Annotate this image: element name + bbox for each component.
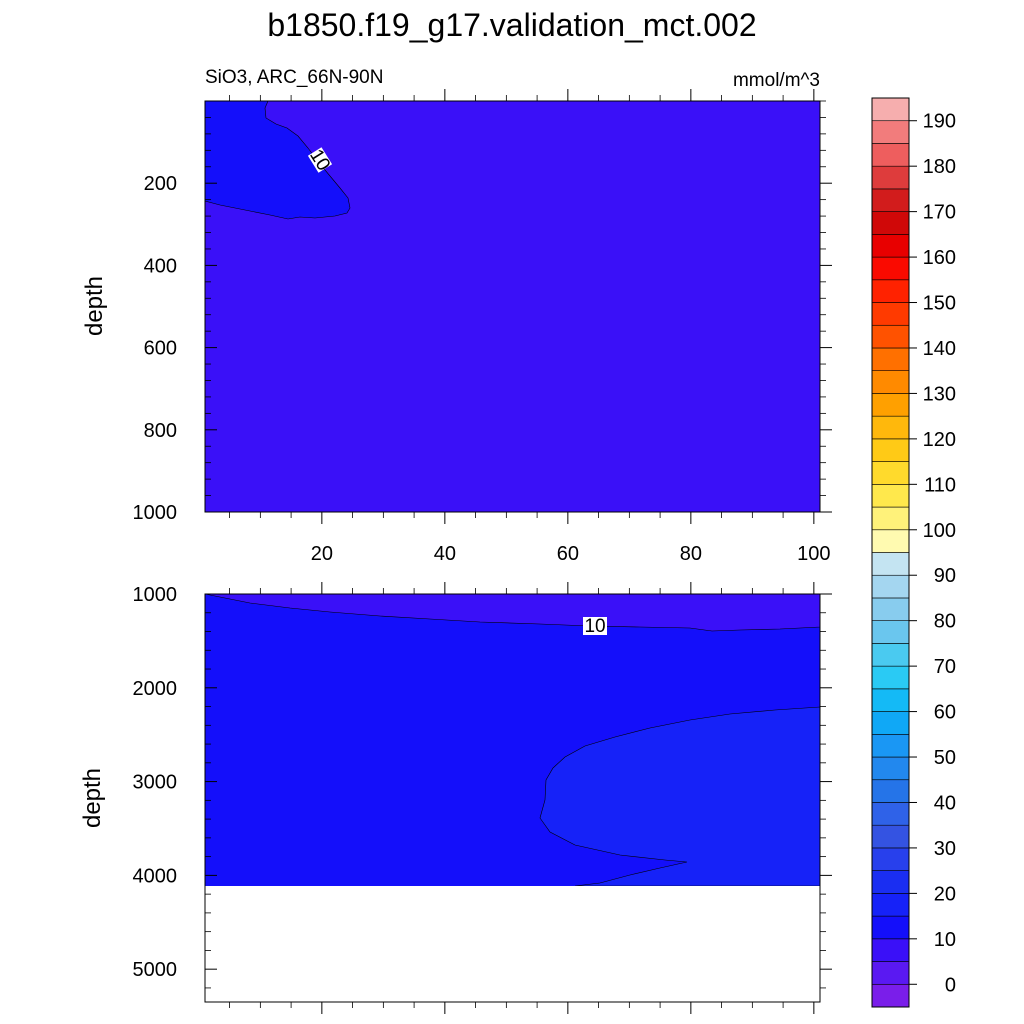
colorbar-swatch — [871, 256, 910, 281]
colorbar-swatch — [871, 961, 910, 985]
lower-y-axis-label: depth — [79, 768, 106, 828]
colorbar-tick-label: 50 — [934, 747, 956, 769]
colorbar-tick-label: 130 — [923, 383, 956, 405]
colorbar-swatch — [871, 620, 910, 644]
colorbar-swatch — [871, 347, 910, 372]
colorbar-swatch — [871, 234, 910, 258]
colorbar-frame — [871, 97, 910, 1008]
colorbar-tick-label: 160 — [923, 247, 956, 269]
colorbar-tick-label: 190 — [923, 111, 956, 133]
colorbar-swatch — [871, 393, 910, 417]
colorbar-swatch — [871, 847, 910, 871]
colorbar-swatch — [871, 506, 910, 531]
upper-panel-frame — [204, 100, 821, 513]
colorbar-swatch — [871, 802, 910, 826]
x-tick-label: 80 — [680, 543, 702, 565]
colorbar-swatch — [871, 756, 910, 781]
colorbar-tick-label: 20 — [934, 883, 956, 905]
colorbar-swatch — [871, 983, 910, 1008]
upper-contour-region-10 — [204, 100, 351, 220]
colorbar-swatch — [871, 120, 910, 144]
colorbar-tick-label: 180 — [923, 156, 956, 178]
y-tick-label: 5000 — [133, 959, 178, 981]
x-tick-label: 60 — [557, 543, 579, 565]
colorbar-swatch — [871, 97, 910, 122]
colorbar-swatch — [871, 643, 910, 667]
colorbar-tick-label: 120 — [923, 429, 956, 451]
colorbar-swatch — [871, 552, 910, 576]
colorbar-tick-label: 140 — [923, 338, 956, 360]
colorbar-swatch — [871, 279, 910, 303]
colorbar-swatch — [871, 665, 910, 690]
colorbar-tick-label: 10 — [934, 929, 956, 951]
y-tick-label: 200 — [144, 173, 177, 195]
colorbar-swatch — [871, 415, 910, 440]
colorbar-swatch — [871, 779, 910, 803]
x-tick-label: 20 — [311, 543, 333, 565]
colorbar-swatch — [871, 211, 910, 235]
colorbar-swatch — [871, 733, 910, 758]
y-tick-label: 800 — [144, 420, 177, 442]
colorbar-tick-label: 0 — [945, 974, 956, 996]
colorbar-tick-label: 170 — [923, 202, 956, 224]
lower-depth-panel: 10 1000 2000 3000 4000 5000 depth — [79, 582, 832, 1014]
colorbar-swatch — [871, 188, 910, 212]
units-label: mmol/m^3 — [733, 70, 820, 91]
colorbar-tick-label: 150 — [923, 293, 956, 315]
lower-panel-frame — [204, 593, 821, 1003]
colorbar-swatch — [871, 711, 910, 735]
variable-label: SiO3, ARC_66N-90N — [205, 67, 383, 88]
colorbar: 0 10 20 30 40 50 60 70 80 90 100 110 120 130 140 150 160… — [871, 97, 956, 1008]
colorbar-swatch — [871, 893, 910, 917]
colorbar-tick-label: 60 — [934, 702, 956, 724]
colorbar-swatch — [871, 324, 910, 349]
colorbar-swatch — [871, 824, 910, 849]
lower-contour-label: 10 — [583, 616, 607, 637]
colorbar-swatch — [871, 165, 910, 190]
colorbar-swatch — [871, 597, 910, 621]
colorbar-swatch — [871, 938, 910, 962]
colorbar-tick-label: 70 — [934, 656, 956, 678]
colorbar-tick-label: 80 — [934, 611, 956, 633]
colorbar-tick-label: 40 — [934, 792, 956, 814]
colorbar-swatch — [871, 484, 910, 508]
colorbar-swatch — [871, 302, 910, 326]
lower-contour-region-deep — [539, 706, 821, 887]
x-tick-label: 100 — [797, 543, 830, 565]
colorbar-swatch — [871, 438, 910, 462]
y-tick-label: 2000 — [133, 678, 178, 700]
colorbar-tick-label: 100 — [923, 520, 956, 542]
colorbar-swatch — [871, 915, 910, 940]
lower-panel-seafloor-mask — [205, 886, 820, 1002]
colorbar-tick-label: 30 — [934, 838, 956, 860]
colorbar-tick-label: 110 — [924, 474, 956, 496]
colorbar-swatch — [871, 529, 910, 553]
svg-text:10: 10 — [584, 616, 605, 637]
chart-title: b1850.f19_g17.validation_mct.002 — [267, 7, 756, 43]
y-tick-label: 4000 — [133, 865, 178, 887]
y-tick-label: 3000 — [133, 772, 178, 794]
upper-y-axis-label: depth — [81, 276, 108, 336]
colorbar-swatch — [871, 574, 910, 599]
colorbar-swatch — [871, 461, 910, 485]
lower-contour-region-upper — [204, 593, 821, 632]
x-tick-label: 40 — [434, 543, 456, 565]
colorbar-tick-label: 90 — [934, 565, 956, 587]
y-tick-label: 400 — [144, 255, 177, 277]
colorbar-swatch — [871, 688, 910, 712]
colorbar-swatch — [871, 870, 910, 894]
y-tick-label: 600 — [144, 338, 177, 360]
colorbar-swatch — [871, 370, 910, 394]
colorbar-swatch — [871, 143, 910, 167]
y-tick-label: 1000 — [133, 584, 178, 606]
y-tick-label: 1000 — [133, 502, 178, 524]
